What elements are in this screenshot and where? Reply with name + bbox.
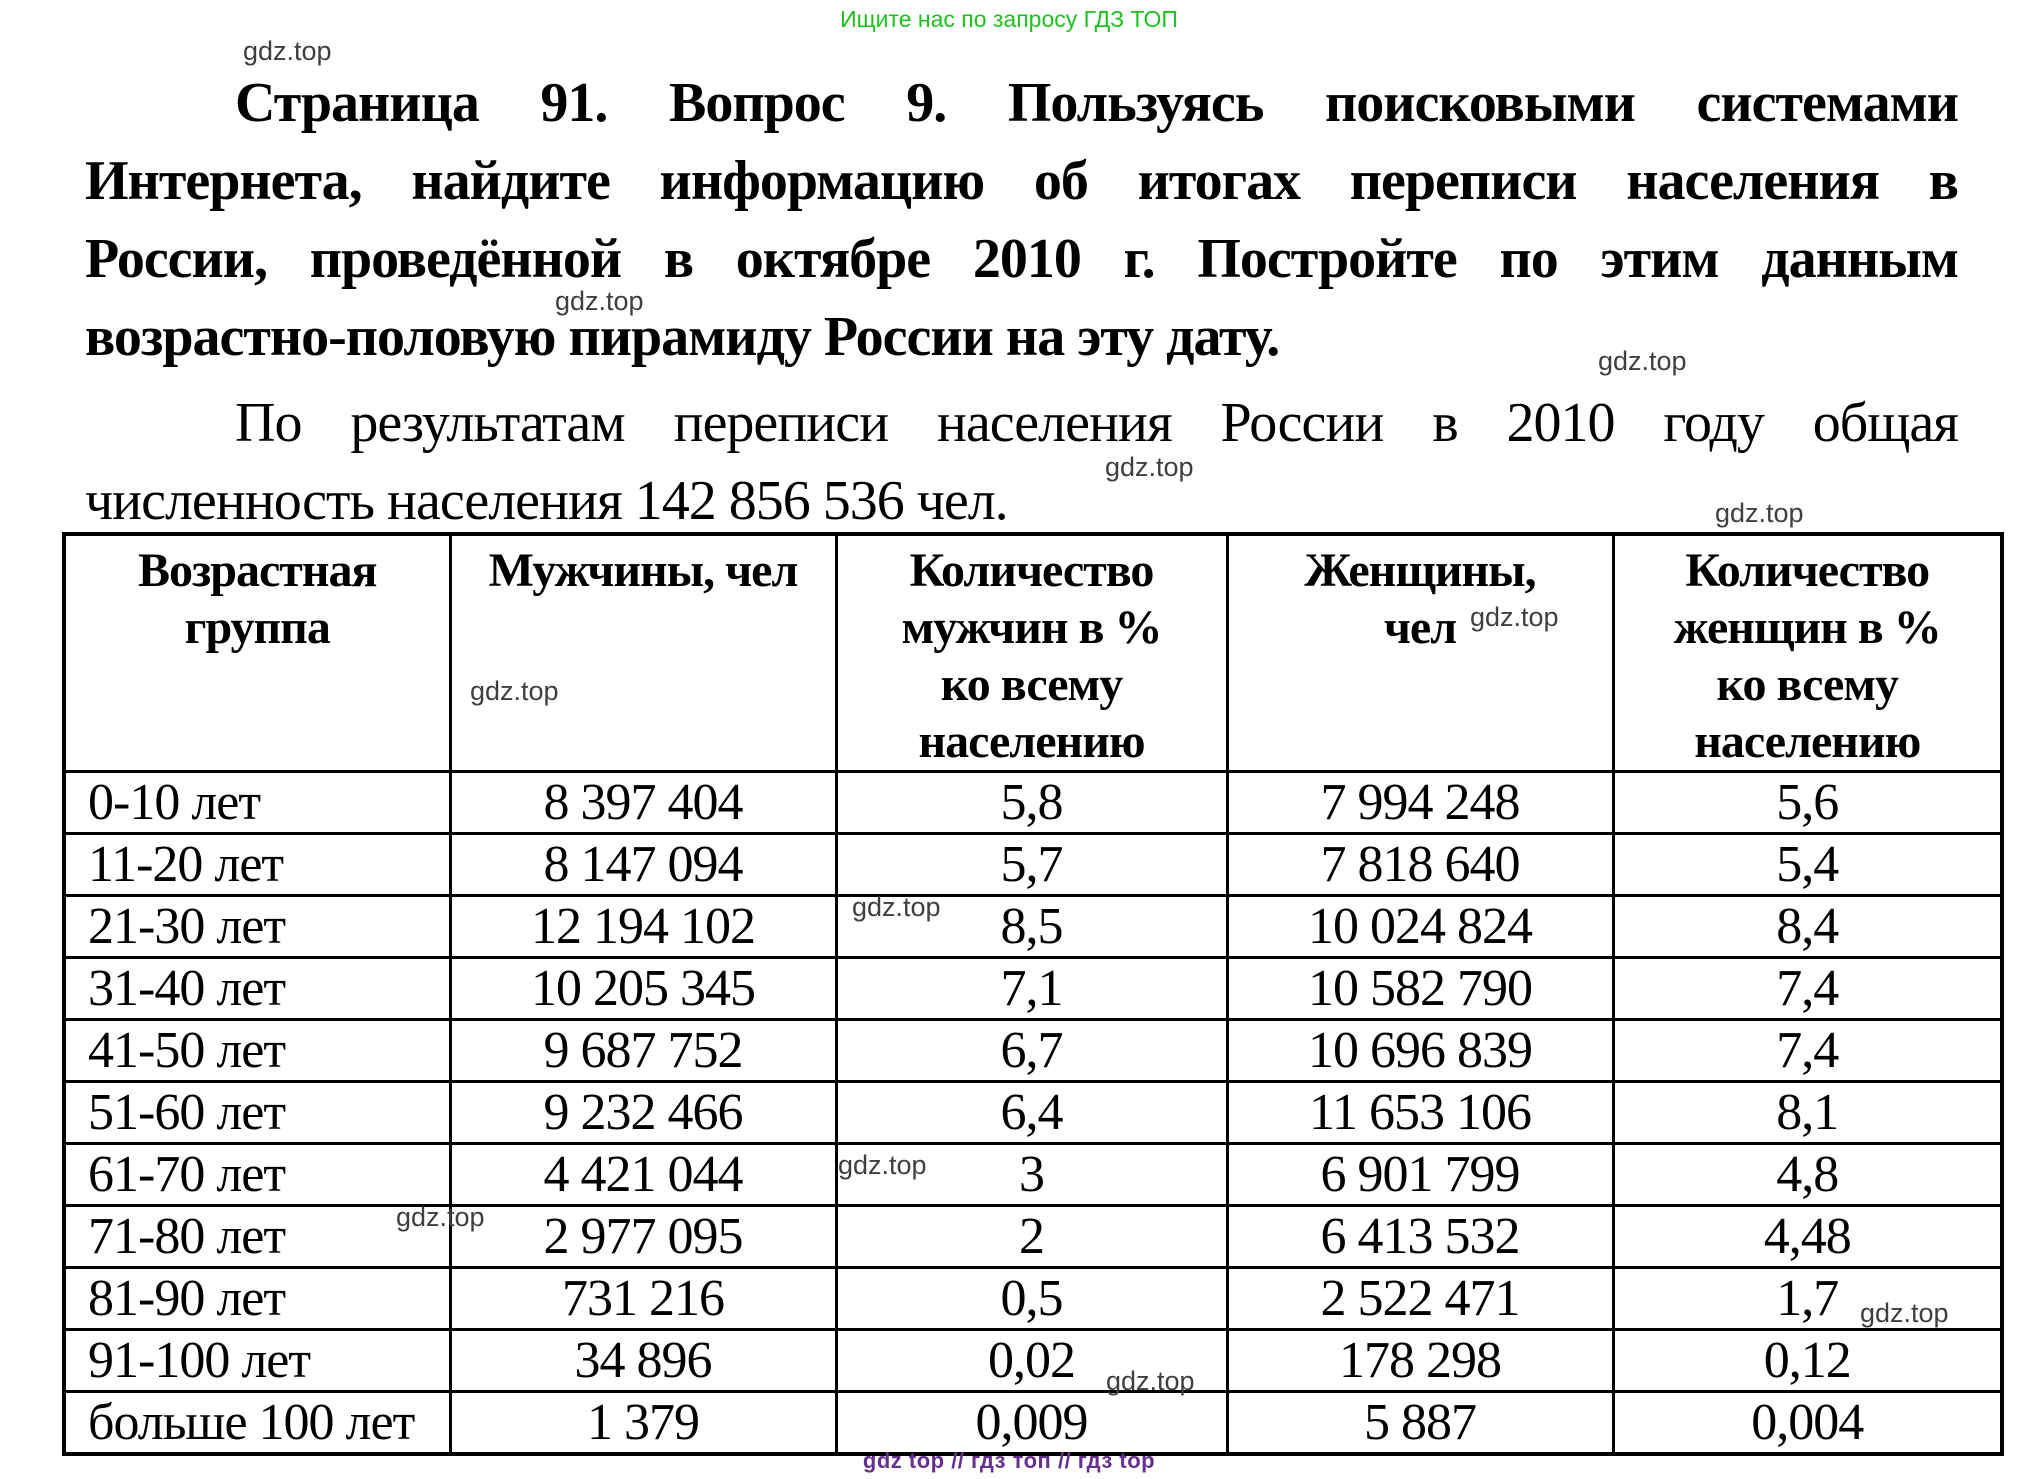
table-cell: 0,004 <box>1611 1390 2004 1456</box>
table-cell: 2 <box>834 1204 1229 1269</box>
table-row: 11-20 лет 8 147 094 5,7 7 818 640 5,4 <box>62 832 2004 897</box>
answer-line-1: По результатам переписи населения России… <box>235 392 1959 454</box>
table-cell: 4,8 <box>1611 1142 2004 1207</box>
table-cell: 0,009 <box>834 1390 1229 1456</box>
table-cell: 5 887 <box>1225 1390 1615 1456</box>
table-cell: 7 994 248 <box>1225 770 1615 835</box>
table-cell: 71-80 лет <box>62 1204 452 1269</box>
table-cell: 34 896 <box>448 1328 838 1393</box>
table-cell: 91-100 лет <box>62 1328 452 1393</box>
table-cell: 51-60 лет <box>62 1080 452 1145</box>
table-cell: больше 100 лет <box>62 1390 452 1456</box>
gdz-watermark: gdz.top <box>1860 1298 1949 1328</box>
table-row: 61-70 лет 4 421 044 3 6 901 799 4,8 <box>62 1142 2004 1207</box>
table-header-row: Возрастная группа Мужчины, чел Количеств… <box>62 532 2004 773</box>
header-women-percent: Количество женщин в % ко всему населению <box>1611 532 2004 773</box>
table-cell: 31-40 лет <box>62 956 452 1021</box>
table-cell: 0,02 <box>834 1328 1229 1393</box>
top-banner: Ищите нас по запросу ГДЗ ТОП <box>840 6 1178 32</box>
table-cell: 5,7 <box>834 832 1229 897</box>
table-cell: 11-20 лет <box>62 832 452 897</box>
table-cell: 61-70 лет <box>62 1142 452 1207</box>
table-cell: 10 696 839 <box>1225 1018 1615 1083</box>
table-cell: 4 421 044 <box>448 1142 838 1207</box>
table-cell: 3 <box>834 1142 1229 1207</box>
table-cell: 5,6 <box>1611 770 2004 835</box>
table-cell: 7,4 <box>1611 1018 2004 1083</box>
table-cell: 2 522 471 <box>1225 1266 1615 1331</box>
table-cell: 8,5 <box>834 894 1229 959</box>
gdz-watermark: gdz.top <box>1470 602 1559 632</box>
table-row: 31-40 лет 10 205 345 7,1 10 582 790 7,4 <box>62 956 2004 1021</box>
table-cell: 11 653 106 <box>1225 1080 1615 1145</box>
gdz-watermark: gdz.top <box>243 36 332 66</box>
table-cell: 6,7 <box>834 1018 1229 1083</box>
table-cell: 81-90 лет <box>62 1266 452 1331</box>
gdz-watermark: gdz.top <box>1598 346 1687 376</box>
table-cell: 5,4 <box>1611 832 2004 897</box>
table-cell: 0,5 <box>834 1266 1229 1331</box>
table-cell: 7 818 640 <box>1225 832 1615 897</box>
gdz-watermark: gdz.top <box>1105 452 1194 482</box>
table-cell: 5,8 <box>834 770 1229 835</box>
header-age-group: Возрастная группа <box>62 532 452 773</box>
table-cell: 6 413 532 <box>1225 1204 1615 1269</box>
header-men-percent: Количество мужчин в % ко всему населению <box>834 532 1229 773</box>
gdz-watermark: gdz.top <box>838 1150 927 1180</box>
table-row: 81-90 лет 731 216 0,5 2 522 471 1,7 <box>62 1266 2004 1331</box>
table-cell: 7,1 <box>834 956 1229 1021</box>
table-cell: 6 901 799 <box>1225 1142 1615 1207</box>
table-cell: 6,4 <box>834 1080 1229 1145</box>
question-line-2: Интернета, найдите информацию об итогах … <box>85 150 1959 212</box>
gdz-watermark: gdz.top <box>852 892 941 922</box>
question-line-1: Страница 91. Вопрос 9. Пользуясь поисков… <box>235 72 1959 134</box>
table-cell: 12 194 102 <box>448 894 838 959</box>
answer-line-2: численность населения 142 856 536 чел. <box>85 470 1009 532</box>
table-row: 71-80 лет 2 977 095 2 6 413 532 4,48 <box>62 1204 2004 1269</box>
table-cell: 9 232 466 <box>448 1080 838 1145</box>
header-women-count: Женщины, чел <box>1225 532 1615 773</box>
table-cell: 21-30 лет <box>62 894 452 959</box>
table-cell: 41-50 лет <box>62 1018 452 1083</box>
table-cell: 731 216 <box>448 1266 838 1331</box>
gdz-watermark: gdz.top <box>1715 498 1804 528</box>
question-line-4: возрастно-половую пирамиду России на эту… <box>85 306 1280 368</box>
table-cell: 0-10 лет <box>62 770 452 835</box>
table-cell: 178 298 <box>1225 1328 1615 1393</box>
table-cell: 8 147 094 <box>448 832 838 897</box>
table-cell: 8 397 404 <box>448 770 838 835</box>
question-text: Страница 91. Вопрос 9. Пользуясь поисков… <box>85 64 1959 376</box>
table-cell: 9 687 752 <box>448 1018 838 1083</box>
table-row: 21-30 лет 12 194 102 8,5 10 024 824 8,4 <box>62 894 2004 959</box>
table-row: 51-60 лет 9 232 466 6,4 11 653 106 8,1 <box>62 1080 2004 1145</box>
table-cell: 7,4 <box>1611 956 2004 1021</box>
table-cell: 0,12 <box>1611 1328 2004 1393</box>
gdz-watermark: gdz.top <box>555 286 644 316</box>
table-row: 0-10 лет 8 397 404 5,8 7 994 248 5,6 <box>62 770 2004 835</box>
table-cell: 10 205 345 <box>448 956 838 1021</box>
table-cell: 1,7 <box>1611 1266 2004 1331</box>
table-cell: 1 379 <box>448 1390 838 1456</box>
gdz-watermark: gdz.top <box>470 676 559 706</box>
footer-watermark: gdz top // гдз топ // гдз top <box>862 1448 1156 1473</box>
table-row: 91-100 лет 34 896 0,02 178 298 0,12 <box>62 1328 2004 1393</box>
table-body: 0-10 лет 8 397 404 5,8 7 994 248 5,6 11-20 ле… <box>62 770 2004 1456</box>
census-table: Возрастная группа Мужчины, чел Количеств… <box>62 532 2004 1456</box>
table-cell: 2 977 095 <box>448 1204 838 1269</box>
table-cell: 4,48 <box>1611 1204 2004 1269</box>
gdz-watermark: gdz.top <box>1106 1366 1195 1396</box>
table-cell: 10 024 824 <box>1225 894 1615 959</box>
gdz-watermark: gdz.top <box>396 1202 485 1232</box>
question-line-3: России, проведённой в октябре 2010 г. По… <box>85 228 1959 290</box>
table-row: больше 100 лет 1 379 0,009 5 887 0,004 <box>62 1390 2004 1456</box>
table-cell: 10 582 790 <box>1225 956 1615 1021</box>
table-row: 41-50 лет 9 687 752 6,7 10 696 839 7,4 <box>62 1018 2004 1083</box>
table-cell: 8,1 <box>1611 1080 2004 1145</box>
header-men-count: Мужчины, чел <box>448 532 838 773</box>
table-cell: 8,4 <box>1611 894 2004 959</box>
answer-text: По результатам переписи населения России… <box>85 384 1959 540</box>
